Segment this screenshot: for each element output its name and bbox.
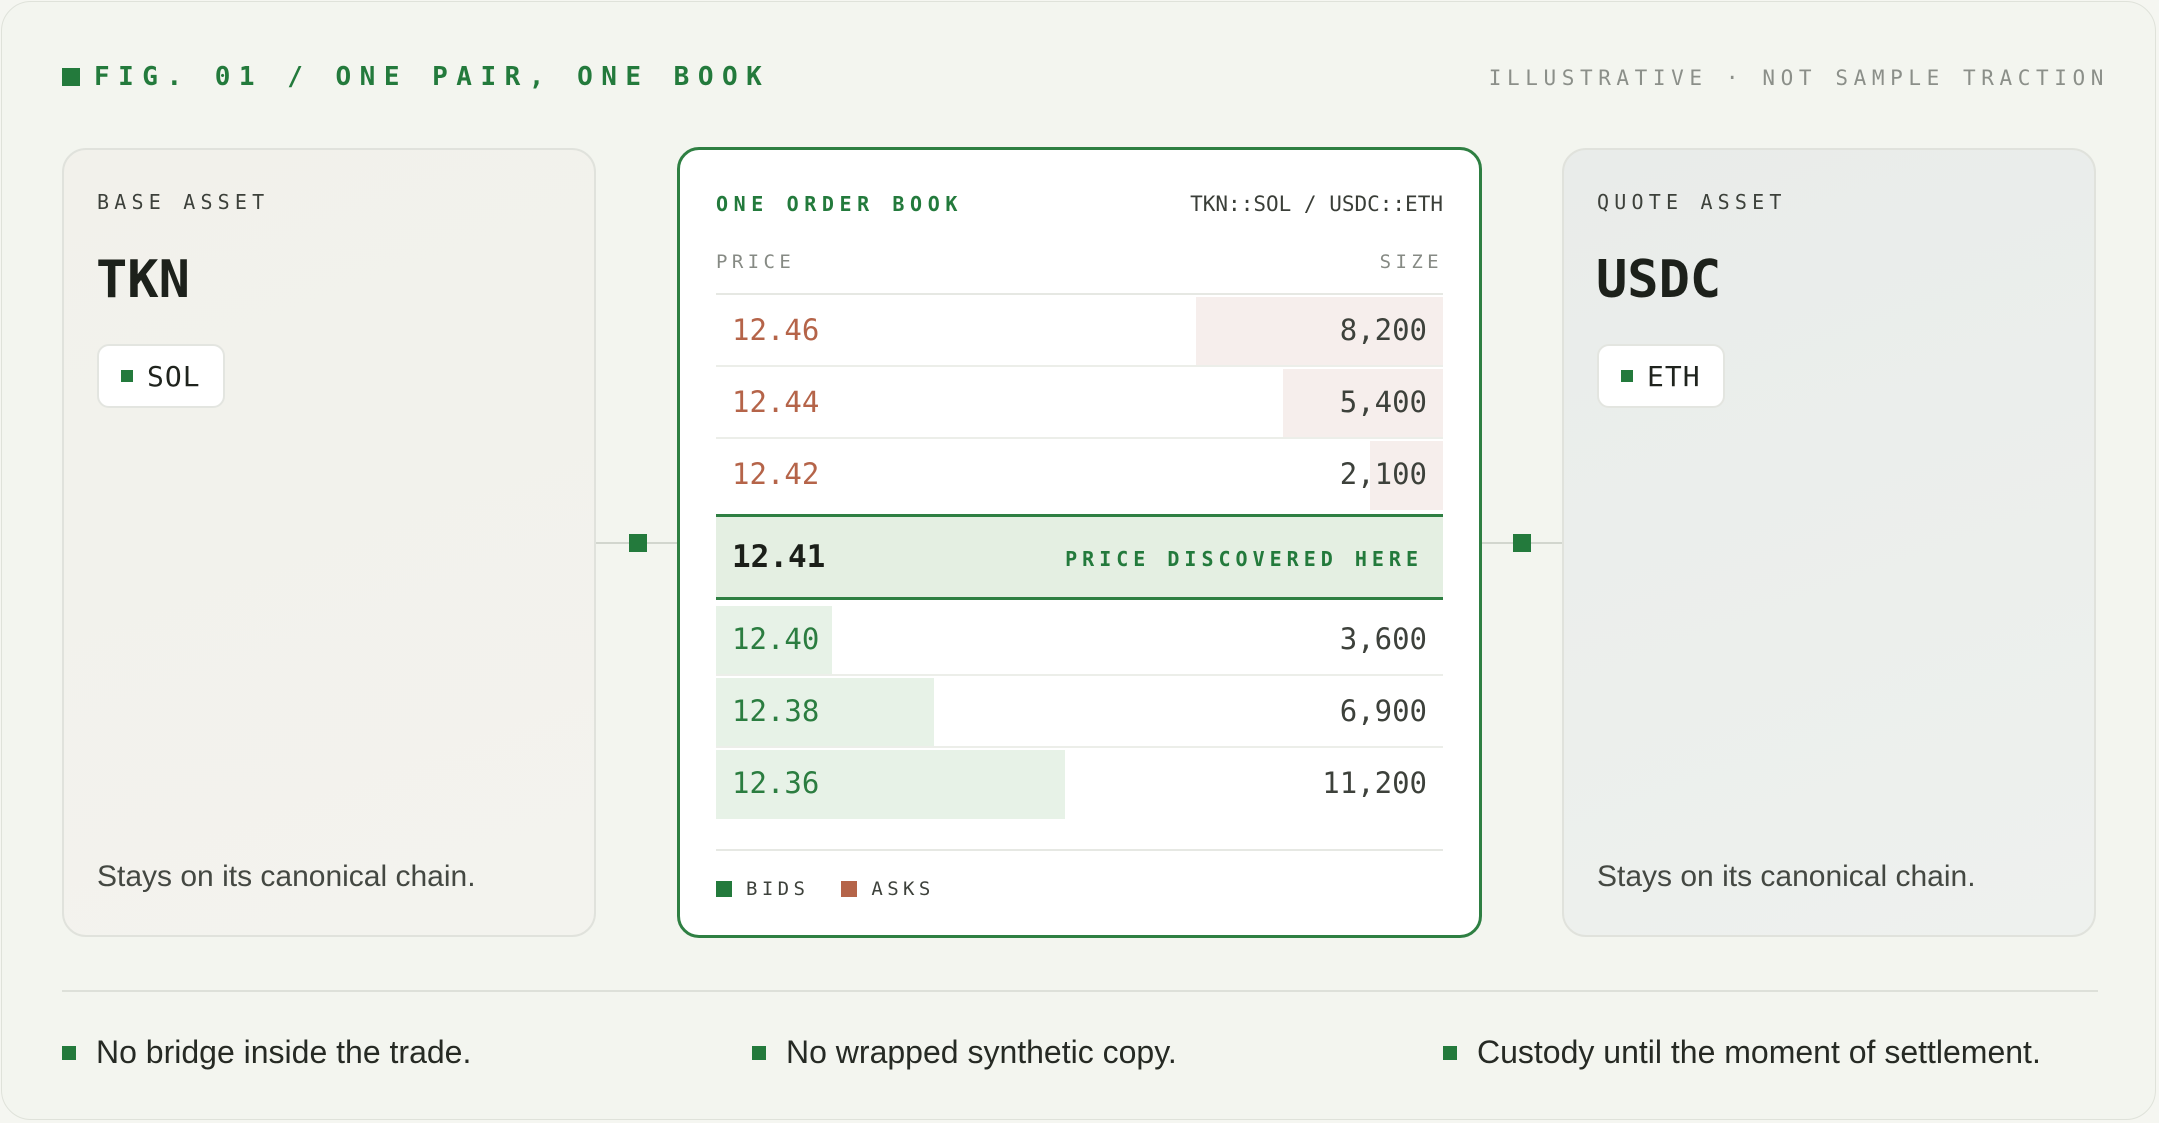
order-book-card: ONE ORDER BOOK TKN::SOL / USDC::ETH PRIC… [677, 147, 1482, 938]
figure-header: FIG. 01 / ONE PAIR, ONE BOOK [62, 62, 770, 92]
bid-depth-bar [716, 750, 1065, 819]
bids-legend-label: BIDS [746, 878, 810, 900]
ask-size: 2,100 [1339, 457, 1427, 491]
bid-price: 12.40 [732, 622, 820, 656]
mid-price: 12.41 [732, 539, 826, 575]
bid-row: 12.38 6,900 [716, 676, 1443, 748]
mid-price-row: 12.41 PRICE DISCOVERED HERE [716, 514, 1443, 600]
row-divider [716, 746, 1443, 748]
bid-depth-bar [716, 606, 833, 675]
ask-row: 12.42 2,100 [716, 439, 1443, 510]
bid-size: 3,600 [1339, 622, 1427, 656]
asks-legend-label: ASKS [871, 878, 935, 900]
header-square-icon [62, 68, 80, 86]
bullet-square-icon [62, 1045, 76, 1060]
bids-swatch-icon [716, 881, 732, 897]
price-discovery-note: PRICE DISCOVERED HERE [1065, 547, 1423, 571]
chain-square-icon [1621, 370, 1633, 382]
bullet-item: Custody until the moment of settlement. [1443, 1034, 2041, 1071]
quote-asset-label: QUOTE ASSET [1597, 190, 1787, 214]
ask-price: 12.42 [732, 457, 820, 491]
bid-row: 12.36 11,200 [716, 748, 1443, 819]
bullet-text: No bridge inside the trade. [96, 1034, 472, 1070]
ask-price: 12.46 [732, 313, 820, 347]
base-asset-footnote: Stays on its canonical chain. [97, 860, 476, 893]
header-divider [716, 293, 1443, 295]
bid-row: 12.40 3,600 [716, 604, 1443, 676]
order-book-title: ONE ORDER BOOK [716, 192, 963, 216]
ask-price: 12.44 [732, 385, 820, 419]
right-connector-square-icon [1513, 534, 1531, 552]
base-asset-label: BASE ASSET [97, 190, 270, 214]
row-divider [716, 365, 1443, 367]
order-book-pair: TKN::SOL / USDC::ETH [1190, 192, 1443, 216]
ask-depth-bar [1195, 297, 1443, 366]
base-chain-badge: SOL [97, 344, 225, 408]
left-connector-square-icon [629, 534, 647, 552]
asks-swatch-icon [841, 881, 858, 897]
chain-square-icon [121, 370, 133, 382]
bid-depth-bar [716, 678, 935, 747]
ask-depth-bar [1283, 369, 1443, 438]
bullet-square-icon [752, 1045, 766, 1060]
base-asset-name: TKN [96, 250, 190, 310]
figure-title: FIG. 01 / ONE PAIR, ONE BOOK [94, 62, 771, 92]
bid-size: 6,900 [1339, 694, 1427, 728]
base-asset-card: BASE ASSET TKN SOL Stays on its canonica… [62, 148, 596, 937]
bullet-text: No wrapped synthetic copy. [786, 1034, 1177, 1070]
quote-asset-name: USDC [1596, 250, 1722, 310]
bottom-divider [62, 990, 2098, 992]
quote-chain-badge: ETH [1597, 344, 1725, 408]
bid-price: 12.38 [732, 694, 820, 728]
row-divider [716, 437, 1443, 439]
bullet-square-icon [1443, 1045, 1457, 1060]
ask-size: 8,200 [1339, 313, 1427, 347]
quote-chain-label: ETH [1647, 359, 1701, 393]
price-column-header: PRICE [716, 251, 796, 273]
ask-row: 12.46 8,200 [716, 295, 1443, 367]
ask-size: 5,400 [1339, 385, 1427, 419]
bullet-item: No wrapped synthetic copy. [752, 1034, 1177, 1071]
row-divider [716, 674, 1443, 676]
bid-price: 12.36 [732, 766, 820, 800]
order-book-legend: BIDS ASKS [716, 878, 967, 900]
quote-asset-card: QUOTE ASSET USDC ETH Stays on its canoni… [1562, 148, 2096, 937]
size-column-header: SIZE [1379, 251, 1443, 273]
base-chain-label: SOL [147, 359, 201, 393]
ask-row: 12.44 5,400 [716, 367, 1443, 439]
bullet-text: Custody until the moment of settlement. [1477, 1034, 2041, 1070]
ask-depth-bar [1370, 441, 1443, 510]
footer-divider [716, 849, 1443, 851]
quote-asset-footnote: Stays on its canonical chain. [1597, 860, 1976, 893]
bid-size: 11,200 [1322, 766, 1427, 800]
bullet-item: No bridge inside the trade. [62, 1034, 471, 1071]
figure-note: ILLUSTRATIVE · NOT SAMPLE TRACTION [1488, 66, 2109, 90]
